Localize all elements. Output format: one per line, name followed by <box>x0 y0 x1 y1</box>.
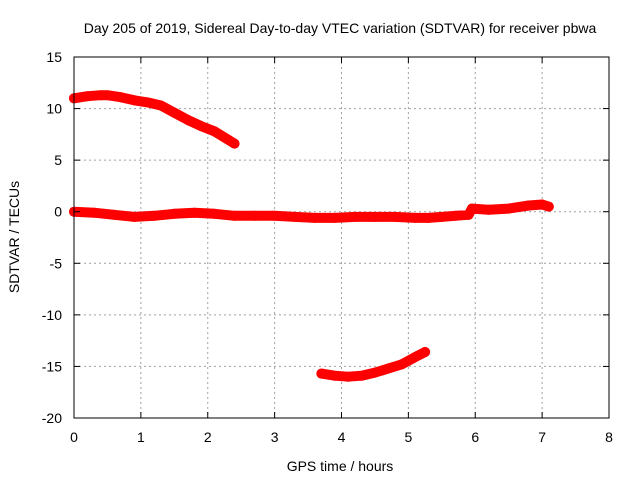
data-point <box>169 107 180 118</box>
data-point <box>182 114 193 125</box>
data-point <box>289 211 300 222</box>
data-point <box>189 207 200 218</box>
data-point <box>436 211 447 222</box>
data-point <box>396 359 407 370</box>
x-tick-labels: 0 1 2 3 4 5 6 7 8 <box>70 429 613 445</box>
data-point <box>329 370 340 381</box>
chart-title: Day 205 of 2019, Sidereal Day-to-day VTE… <box>84 20 597 36</box>
data-point <box>483 204 494 215</box>
data-point <box>316 368 327 379</box>
data-point <box>369 211 380 222</box>
y-tick-label: -20 <box>42 410 62 426</box>
y-tick-label: 0 <box>54 204 62 220</box>
data-point <box>89 207 100 218</box>
data-point <box>129 95 140 106</box>
x-tick-label: 8 <box>605 429 613 445</box>
data-point <box>420 347 431 357</box>
data-point <box>102 90 113 101</box>
data-point <box>383 363 394 374</box>
data-point <box>543 201 554 212</box>
data-point <box>142 97 153 108</box>
y-tick-label: -5 <box>50 255 63 271</box>
y-tick-label: -10 <box>42 307 62 323</box>
data-series <box>69 90 554 382</box>
axis-ticks <box>73 56 610 419</box>
data-point <box>369 367 380 378</box>
data-point <box>523 200 534 211</box>
data-point <box>115 92 126 103</box>
y-tick-labels: 15 10 5 0 -5 -10 -15 -20 <box>42 49 62 426</box>
x-tick-label: 6 <box>471 429 479 445</box>
data-point <box>209 126 220 137</box>
data-point <box>410 212 421 223</box>
data-point <box>410 352 421 363</box>
x-tick-label: 5 <box>404 429 412 445</box>
data-point <box>423 212 434 223</box>
data-point <box>129 211 140 222</box>
data-point <box>466 203 477 214</box>
y-tick-label: -15 <box>42 358 62 374</box>
data-point <box>196 121 207 132</box>
x-tick-label: 2 <box>204 429 212 445</box>
x-tick-label: 3 <box>271 429 279 445</box>
x-tick-label: 4 <box>338 429 346 445</box>
data-point <box>349 211 360 222</box>
y-axis-label: SDTVAR / TECUs <box>6 181 22 293</box>
data-point <box>229 210 240 221</box>
x-tick-label: 7 <box>538 429 546 445</box>
grid <box>74 57 609 418</box>
data-point <box>249 210 260 221</box>
y-tick-label: 5 <box>54 152 62 168</box>
data-point <box>356 370 367 381</box>
data-point <box>155 100 166 111</box>
y-tick-label: 10 <box>46 101 62 117</box>
data-point <box>149 210 160 221</box>
data-point <box>343 371 354 382</box>
data-point <box>503 203 514 214</box>
y-tick-label: 15 <box>46 49 62 65</box>
x-tick-label: 1 <box>137 429 145 445</box>
data-point <box>82 91 93 102</box>
data-point <box>269 210 280 221</box>
data-point <box>169 208 180 219</box>
data-point <box>329 212 340 223</box>
data-point <box>209 208 220 219</box>
series-arc-upper <box>69 90 240 149</box>
data-point <box>229 138 240 149</box>
data-point <box>390 211 400 222</box>
series-arc-main <box>69 199 554 223</box>
data-point <box>450 210 461 221</box>
data-point <box>309 212 320 223</box>
x-tick-label: 0 <box>70 429 78 445</box>
data-point <box>109 209 120 220</box>
x-axis-label: GPS time / hours <box>287 458 394 474</box>
